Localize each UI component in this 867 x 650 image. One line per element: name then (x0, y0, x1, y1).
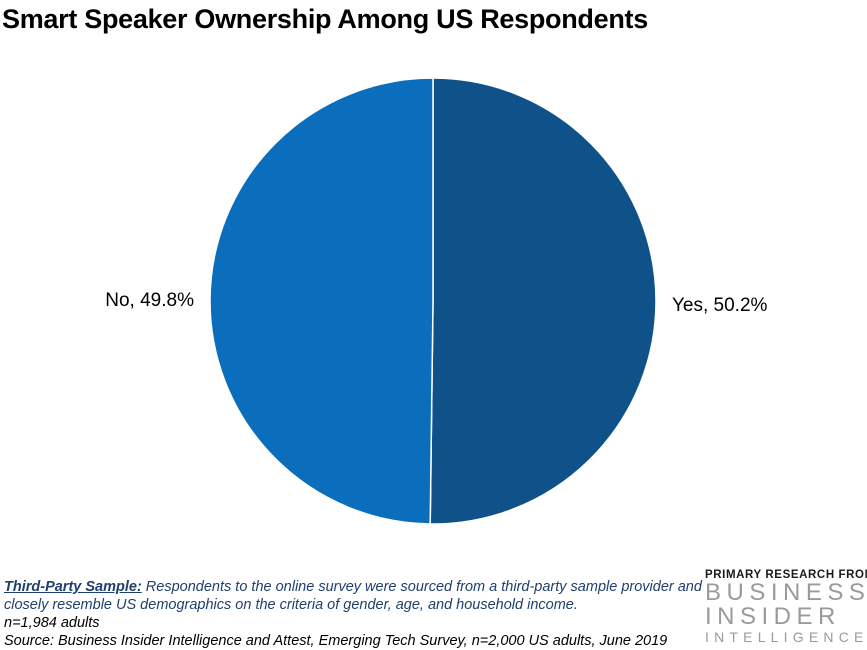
logo-brand-line3: INTELLIGENCE (705, 629, 867, 645)
pie-label-no: No, 49.8% (105, 290, 194, 311)
pie-label-yes: Yes, 50.2% (672, 295, 768, 316)
logo-brand-line2: INSIDER (705, 603, 841, 630)
footnotes: Third-Party Sample: Respondents to the o… (4, 578, 702, 650)
pie-slice-no (209, 77, 434, 525)
sample-note-label: Third-Party Sample: (4, 579, 142, 595)
pie-slices (209, 77, 657, 525)
source-note: Source: Business Insider Intelligence an… (4, 633, 668, 649)
sample-note: Third-Party Sample: Respondents to the o… (4, 578, 702, 596)
logo-tagline: PRIMARY RESEARCH FROM (705, 569, 867, 581)
publisher-logo: PRIMARY RESEARCH FROM BUSINESS INSIDER I… (705, 569, 867, 645)
sample-note-text: Respondents to the online survey were so… (141, 579, 702, 595)
pie-chart: Yes, 50.2% No, 49.8% (105, 77, 768, 525)
pie-labels: Yes, 50.2% No, 49.8% (105, 290, 767, 316)
sample-note-continued: closely resemble US demographics on the … (4, 597, 578, 613)
logo-brand-line1: BUSINESS (705, 579, 867, 606)
sample-size-note: n=1,984 adults (4, 615, 100, 631)
pie-slice-yes (429, 77, 657, 525)
chart-title: Smart Speaker Ownership Among US Respond… (2, 4, 648, 34)
